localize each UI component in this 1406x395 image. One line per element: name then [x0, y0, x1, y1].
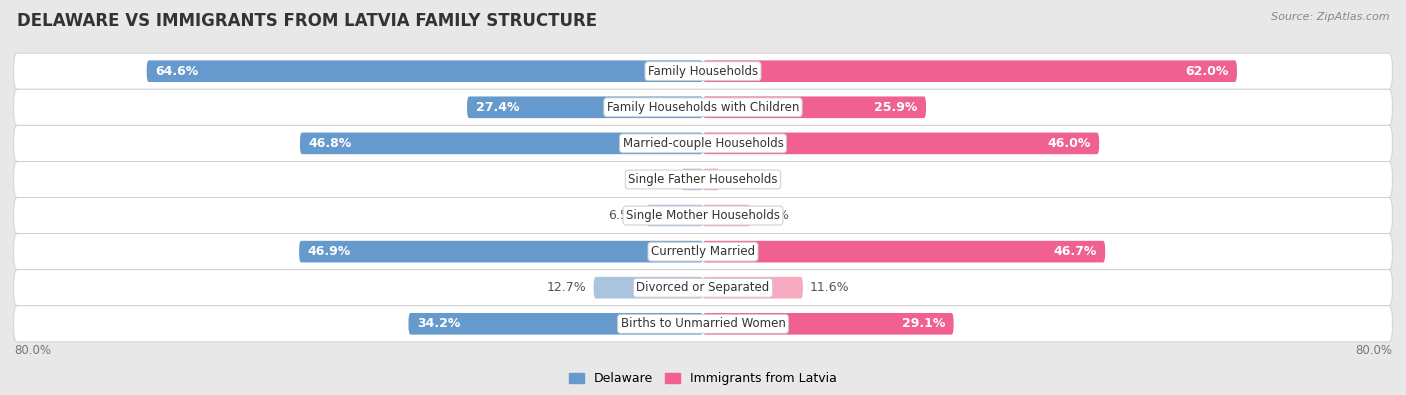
Text: 11.6%: 11.6%: [810, 281, 849, 294]
Text: Single Father Households: Single Father Households: [628, 173, 778, 186]
FancyBboxPatch shape: [703, 205, 751, 226]
FancyBboxPatch shape: [467, 96, 703, 118]
FancyBboxPatch shape: [299, 241, 703, 262]
FancyBboxPatch shape: [14, 162, 1392, 198]
FancyBboxPatch shape: [409, 313, 703, 335]
Text: 62.0%: 62.0%: [1185, 65, 1229, 78]
Text: 12.7%: 12.7%: [547, 281, 586, 294]
FancyBboxPatch shape: [682, 169, 703, 190]
Text: Births to Unmarried Women: Births to Unmarried Women: [620, 317, 786, 330]
Text: 46.0%: 46.0%: [1047, 137, 1091, 150]
Text: Single Mother Households: Single Mother Households: [626, 209, 780, 222]
FancyBboxPatch shape: [593, 277, 703, 299]
FancyBboxPatch shape: [703, 60, 1237, 82]
Text: 46.8%: 46.8%: [308, 137, 352, 150]
Text: Source: ZipAtlas.com: Source: ZipAtlas.com: [1271, 12, 1389, 22]
FancyBboxPatch shape: [703, 96, 927, 118]
Text: 2.5%: 2.5%: [643, 173, 675, 186]
Text: 27.4%: 27.4%: [475, 101, 519, 114]
FancyBboxPatch shape: [703, 277, 803, 299]
Text: Currently Married: Currently Married: [651, 245, 755, 258]
Text: 29.1%: 29.1%: [901, 317, 945, 330]
Text: 1.9%: 1.9%: [727, 173, 758, 186]
FancyBboxPatch shape: [14, 306, 1392, 342]
FancyBboxPatch shape: [299, 133, 703, 154]
FancyBboxPatch shape: [14, 89, 1392, 125]
FancyBboxPatch shape: [14, 198, 1392, 233]
Text: 46.9%: 46.9%: [308, 245, 352, 258]
Text: 6.5%: 6.5%: [609, 209, 640, 222]
Legend: Delaware, Immigrants from Latvia: Delaware, Immigrants from Latvia: [564, 367, 842, 390]
FancyBboxPatch shape: [14, 53, 1392, 89]
Text: 80.0%: 80.0%: [14, 344, 51, 357]
Text: 46.7%: 46.7%: [1053, 245, 1097, 258]
FancyBboxPatch shape: [703, 241, 1105, 262]
Text: 34.2%: 34.2%: [418, 317, 460, 330]
FancyBboxPatch shape: [14, 270, 1392, 306]
Text: Family Households with Children: Family Households with Children: [607, 101, 799, 114]
FancyBboxPatch shape: [14, 125, 1392, 162]
Text: 25.9%: 25.9%: [875, 101, 918, 114]
Text: Family Households: Family Households: [648, 65, 758, 78]
FancyBboxPatch shape: [703, 133, 1099, 154]
FancyBboxPatch shape: [647, 205, 703, 226]
Text: 80.0%: 80.0%: [1355, 344, 1392, 357]
Text: 64.6%: 64.6%: [155, 65, 198, 78]
Text: 5.5%: 5.5%: [758, 209, 789, 222]
Text: Divorced or Separated: Divorced or Separated: [637, 281, 769, 294]
Text: DELAWARE VS IMMIGRANTS FROM LATVIA FAMILY STRUCTURE: DELAWARE VS IMMIGRANTS FROM LATVIA FAMIL…: [17, 12, 598, 30]
FancyBboxPatch shape: [703, 313, 953, 335]
FancyBboxPatch shape: [146, 60, 703, 82]
FancyBboxPatch shape: [14, 233, 1392, 270]
FancyBboxPatch shape: [703, 169, 720, 190]
Text: Married-couple Households: Married-couple Households: [623, 137, 783, 150]
